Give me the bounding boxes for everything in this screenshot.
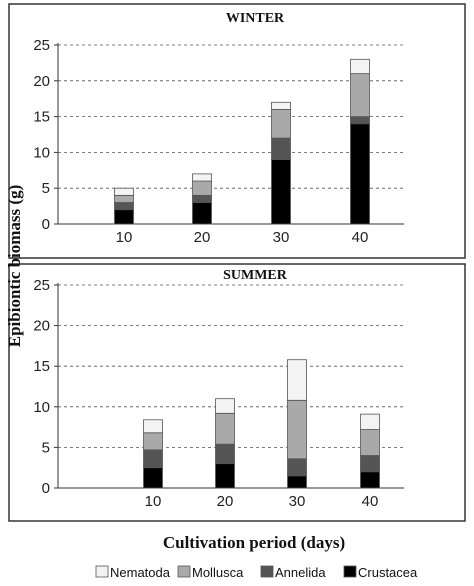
winter-bar-crustacea-40 <box>350 123 370 225</box>
winter-y-tick-label: 0 <box>42 216 50 233</box>
winter-panel-title: WINTER <box>226 11 285 26</box>
winter-bar-annelida-10 <box>114 202 134 211</box>
summer-bar-mollusca-30 <box>287 399 307 460</box>
winter-bar-mollusca-30 <box>271 109 291 139</box>
winter-bar-annelida-20 <box>192 194 212 203</box>
winter-x-tick-label: 10 <box>116 229 133 246</box>
summer-bar-nematoda-20 <box>215 398 235 414</box>
summer-bar-crustacea-30 <box>287 475 307 489</box>
legend-label-crustacea: Crustacea <box>358 565 418 580</box>
winter-y-tick-label: 25 <box>33 37 50 54</box>
summer-bar-annelida-30 <box>287 458 307 477</box>
summer-y-tick-label: 20 <box>33 318 50 335</box>
legend-swatch-mollusca <box>177 565 191 578</box>
legend-label-mollusca: Mollusca <box>192 565 244 580</box>
summer-bar-mollusca-40 <box>360 429 380 456</box>
winter-x-tick-label: 40 <box>352 229 369 246</box>
legend-swatch-nematoda <box>95 565 109 578</box>
winter-y-tick-label: 5 <box>42 180 50 197</box>
winter-bar-nematoda-30 <box>271 101 291 110</box>
summer-bar-annelida-40 <box>360 455 380 473</box>
summer-bar-nematoda-40 <box>360 413 380 430</box>
summer-bar-nematoda-10 <box>143 419 163 434</box>
summer-panel-frame <box>8 263 466 522</box>
winter-bar-annelida-30 <box>271 137 291 160</box>
winter-y-tick-label: 10 <box>33 144 50 161</box>
winter-y-tick-label: 20 <box>33 73 50 90</box>
winter-y-tick-label: 15 <box>33 109 50 126</box>
legend-swatch-crustacea <box>343 565 357 578</box>
legend-label-nematoda: Nematoda <box>110 565 171 580</box>
winter-bar-crustacea-10 <box>114 209 134 225</box>
y-axis-title: Epibiontic biomass (g) <box>5 185 24 347</box>
summer-bar-nematoda-30 <box>287 359 307 401</box>
summer-bar-mollusca-10 <box>143 432 163 451</box>
summer-x-tick-label: 10 <box>145 493 162 510</box>
winter-bar-mollusca-40 <box>350 73 370 117</box>
summer-y-tick-label: 5 <box>42 439 50 456</box>
winter-bar-nematoda-20 <box>192 173 212 182</box>
x-axis-title: Cultivation period (days) <box>163 533 345 552</box>
summer-y-tick-label: 0 <box>42 480 50 497</box>
winter-bar-crustacea-20 <box>192 202 212 225</box>
summer-plot-area: 0 5 10 15 20 25 10 20 30 40 <box>33 277 404 510</box>
winter-plot-area: 0 5 10 15 20 25 10 20 30 40 <box>33 37 404 246</box>
summer-x-tick-label: 30 <box>289 493 306 510</box>
summer-x-tick-label: 20 <box>217 493 234 510</box>
summer-bar-crustacea-10 <box>143 467 163 489</box>
winter-bar-annelida-40 <box>350 116 370 125</box>
legend: Nematoda Mollusca Annelida Crustacea <box>95 565 418 580</box>
winter-x-tick-label: 30 <box>273 229 290 246</box>
summer-bar-crustacea-20 <box>215 463 235 489</box>
summer-y-tick-label: 15 <box>33 358 50 375</box>
summer-bar-annelida-10 <box>143 449 163 469</box>
summer-y-tick-label: 10 <box>33 399 50 416</box>
winter-panel-frame <box>8 3 466 259</box>
winter-bar-nematoda-10 <box>114 187 134 196</box>
winter-bar-mollusca-20 <box>192 180 212 196</box>
winter-bar-mollusca-10 <box>114 194 134 203</box>
summer-bar-crustacea-40 <box>360 471 380 489</box>
summer-y-tick-label: 25 <box>33 277 50 294</box>
winter-bar-nematoda-40 <box>350 58 370 75</box>
summer-bar-mollusca-20 <box>215 412 235 445</box>
winter-bar-crustacea-30 <box>271 159 291 225</box>
summer-panel-title: SUMMER <box>223 268 288 283</box>
winter-x-tick-label: 20 <box>194 229 211 246</box>
legend-swatch-annelida <box>260 565 274 578</box>
summer-x-tick-label: 40 <box>362 493 379 510</box>
summer-bar-annelida-20 <box>215 443 235 465</box>
legend-label-annelida: Annelida <box>275 565 326 580</box>
